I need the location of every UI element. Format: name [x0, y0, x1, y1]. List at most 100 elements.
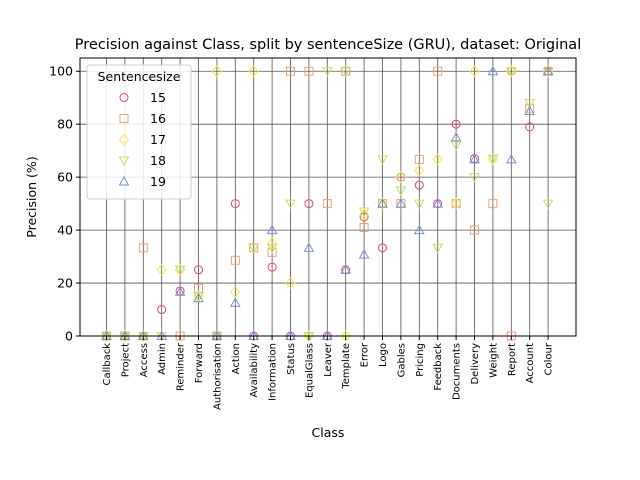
data-point-18 [248, 243, 260, 254]
legend-label-16: 16 [150, 111, 166, 126]
legend-marker-17 [118, 133, 130, 146]
data-point-16 [359, 222, 369, 232]
data-point-18 [285, 199, 296, 210]
data-point-18 [505, 67, 517, 77]
data-point-17 [211, 65, 222, 78]
data-point-19 [469, 153, 480, 164]
data-point-17 [543, 65, 554, 78]
data-point-16 [470, 225, 479, 235]
data-point-17 [285, 277, 296, 290]
data-point-19 [358, 248, 370, 259]
legend-box [86, 64, 192, 200]
data-point-18 [413, 199, 425, 210]
data-point-18 [487, 154, 499, 165]
y-tick-label: 100 [49, 64, 73, 79]
data-point-15 [304, 199, 314, 209]
data-point-18 [321, 67, 333, 77]
chart-title: Precision against Class, split by senten… [75, 37, 581, 53]
data-point-16 [414, 154, 424, 164]
data-point-16 [322, 199, 332, 209]
data-point-17 [156, 263, 167, 276]
data-point-17 [451, 197, 462, 210]
x-tick-label: Account [525, 343, 536, 383]
x-tick-label: Colour [544, 342, 555, 375]
data-point-19 [487, 65, 499, 76]
data-point-19 [229, 297, 241, 307]
data-point-18 [174, 265, 186, 276]
data-point-15 [451, 119, 461, 129]
data-point-17 [414, 164, 425, 177]
x-tick-label: Leaver [323, 342, 334, 377]
x-tick-label: Forward [194, 343, 205, 383]
data-point-17 [230, 285, 241, 298]
y-tick-label: 60 [57, 170, 73, 185]
data-point-15 [230, 199, 240, 209]
data-point-17 [267, 237, 278, 250]
legend-label-19: 19 [150, 174, 166, 189]
data-point-18 [358, 207, 370, 218]
legend-title: Sentencesize [98, 69, 181, 84]
data-point-19 [193, 292, 204, 303]
data-point-19 [395, 198, 407, 208]
data-point-17 [395, 171, 406, 184]
data-point-19 [432, 198, 444, 208]
x-tick-label: Availability [249, 343, 260, 398]
x-tick-label: Project [120, 343, 131, 377]
x-tick-label: Gables [396, 343, 407, 377]
x-tick-label: Information [268, 343, 279, 401]
data-point-16 [286, 66, 295, 76]
data-point-15 [194, 265, 203, 275]
data-point-17 [359, 208, 370, 221]
data-point-19 [542, 65, 554, 76]
x-tick-label: EqualGlass [304, 343, 315, 398]
y-tick-label: 20 [57, 276, 73, 291]
data-point-17 [248, 65, 259, 78]
grid [80, 58, 576, 337]
legend: Sentencesize 15 16 17 18 19 [86, 64, 192, 200]
data-point-19 [413, 224, 425, 235]
data-point-16 [488, 199, 498, 209]
data-point-18 [395, 186, 407, 196]
x-tick-label: Weight [488, 343, 499, 378]
data-point-17 [340, 330, 351, 342]
y-tick-label: 40 [57, 223, 73, 238]
data-point-18 [377, 155, 388, 165]
data-point-15 [525, 122, 535, 132]
plot-frame [79, 57, 577, 337]
data-point-18 [340, 67, 352, 77]
x-axis-label: Class [312, 425, 345, 440]
x-tick-label: Reminder [176, 342, 187, 391]
x-tick-label: Documents [452, 343, 463, 400]
data-point-19 [266, 224, 278, 235]
data-point-19 [340, 264, 352, 274]
x-tick-label: Report [507, 343, 518, 376]
data-point-15 [267, 262, 277, 272]
data-point-18 [266, 243, 278, 254]
data-point-19 [377, 198, 388, 208]
x-tick-label: Delivery [470, 343, 481, 385]
x-tick-label: Pricing [415, 343, 426, 377]
y-tick-label: 0 [65, 329, 73, 344]
data-point-18 [450, 141, 462, 151]
x-tick-label: Action [231, 343, 242, 374]
data-point-19 [174, 286, 186, 296]
data-point-18 [524, 99, 536, 109]
x-tick-label: Callback [102, 343, 113, 386]
legend-marker-16 [119, 114, 129, 123]
data-point-16 [138, 243, 148, 253]
x-tick-label: Access [139, 343, 150, 377]
data-point-17 [377, 197, 388, 210]
legend-label-18: 18 [150, 153, 166, 168]
legend-marker-15 [119, 93, 129, 102]
x-tick-label: Feedback [433, 343, 444, 391]
x-tick-label: Template [341, 343, 352, 390]
data-point-17 [469, 65, 480, 78]
y-tick-label: 80 [57, 117, 73, 132]
data-point-15 [378, 243, 387, 253]
data-point-15 [414, 180, 424, 190]
legend-marker-19 [118, 175, 130, 186]
legend-label-17: 17 [150, 132, 166, 147]
x-axis-ticks: Callback Project Access Admin Reminder Forwar… [102, 336, 555, 410]
data-point-19 [450, 131, 462, 142]
